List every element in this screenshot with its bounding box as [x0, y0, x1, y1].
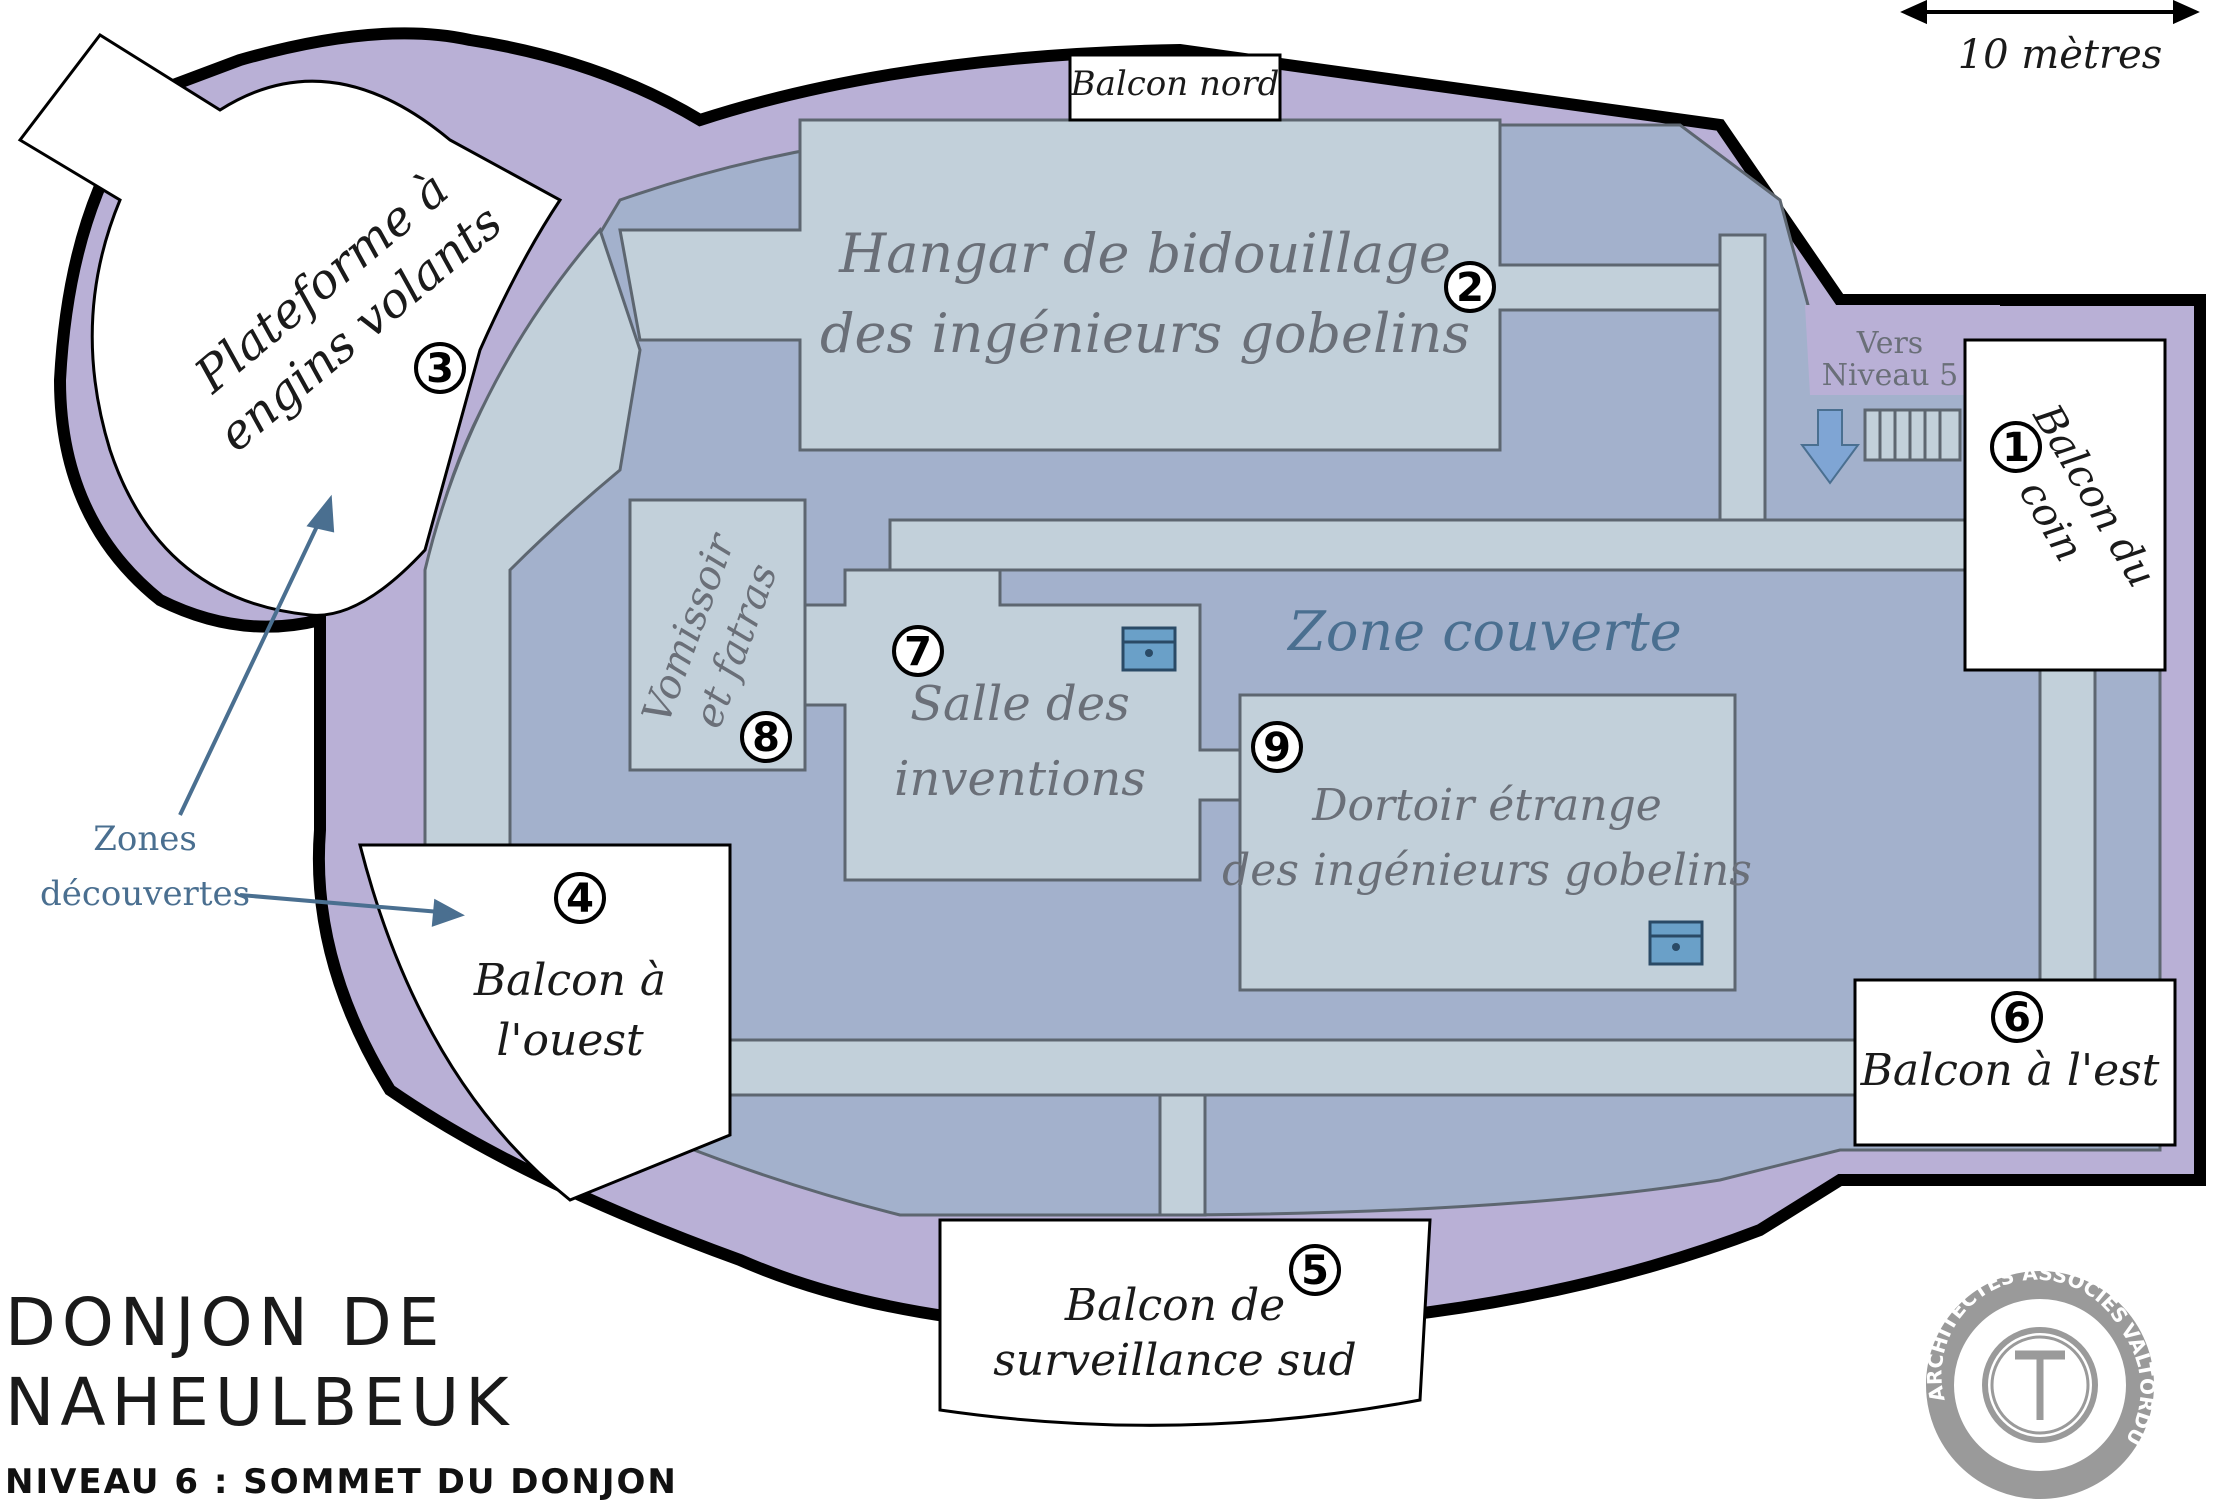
title-line-1: DONJON DE	[5, 1284, 445, 1361]
dortoir-1: Dortoir étrange	[1311, 780, 1662, 831]
corridors	[423, 227, 2097, 1217]
svg-text:7: 7	[904, 629, 932, 675]
scale-bar	[1900, 0, 2200, 25]
svg-text:4: 4	[566, 876, 594, 922]
marker-5[interactable]: 5	[1289, 1244, 1341, 1296]
pointer-arrows	[178, 494, 465, 927]
subtitle: NIVEAU 6 : SOMMET DU DONJON	[5, 1462, 678, 1502]
svg-text:8: 8	[752, 715, 780, 761]
room-hangar[interactable]	[618, 118, 1722, 452]
balcon-ouest-2: l'ouest	[496, 1015, 644, 1066]
chest-icon[interactable]	[1648, 920, 1704, 966]
svg-text:5: 5	[1301, 1248, 1329, 1294]
marker-3[interactable]: 3	[414, 342, 466, 394]
dortoir-2: des ingénieurs gobelins	[1222, 845, 1752, 896]
vers-niveau-1: Vers	[1856, 326, 1923, 361]
balcon-ouest-1: Balcon à	[473, 955, 666, 1006]
marker-6[interactable]: 6	[1991, 991, 2043, 1043]
zones-decouvertes-1: Zones	[93, 819, 197, 859]
balconies	[17, 33, 2177, 1427]
hangar-label-1: Hangar de bidouillage	[838, 222, 1451, 285]
zones-decouvertes-2: découvertes	[40, 874, 250, 914]
down-arrow-icon	[1800, 409, 1860, 485]
svg-text:2: 2	[1456, 265, 1484, 311]
svg-text:6: 6	[2003, 995, 2031, 1041]
scale-label: 10 mètres	[1958, 32, 2163, 78]
marker-7[interactable]: 7	[892, 625, 944, 677]
vers-niveau-2: Niveau 5	[1822, 358, 1958, 393]
chest-icon[interactable]	[1121, 626, 1177, 672]
balcony-coin	[1963, 338, 2167, 672]
balcon-sud-2: surveillance sud	[993, 1335, 1356, 1386]
marker-1[interactable]: 1	[1990, 421, 2042, 473]
balcon-est-label: Balcon à l'est	[1860, 1045, 2160, 1096]
svg-text:9: 9	[1263, 725, 1291, 771]
title-line-2: NAHEULBEUK	[5, 1364, 515, 1441]
salle-inventions-2: inventions	[894, 751, 1146, 807]
marker-4[interactable]: 4	[554, 872, 606, 924]
svg-text:1: 1	[2002, 425, 2030, 471]
balcony-ouest	[358, 843, 732, 1202]
zone-couverte-label: Zone couverte	[1286, 600, 1681, 663]
balcon-sud-1: Balcon de	[1064, 1280, 1285, 1331]
marker-9[interactable]: 9	[1251, 721, 1303, 773]
svg-text:3: 3	[426, 346, 454, 392]
balcony-plateforme	[17, 33, 563, 617]
balcon-nord-label: Balcon nord	[1070, 64, 1280, 104]
marker-8[interactable]: 8	[740, 711, 792, 763]
stairs-icon[interactable]	[1863, 408, 1962, 462]
hangar-label-2: des ingénieurs gobelins	[820, 302, 1470, 365]
stair-landing[interactable]	[1805, 305, 2000, 395]
marker-2[interactable]: 2	[1444, 261, 1496, 313]
balcony-nord	[1068, 53, 1282, 122]
logo-seal: ARCHITECTES ASSOCIÉS VALTORDU	[1922, 1260, 2160, 1499]
salle-inventions-1: Salle des	[910, 676, 1130, 732]
